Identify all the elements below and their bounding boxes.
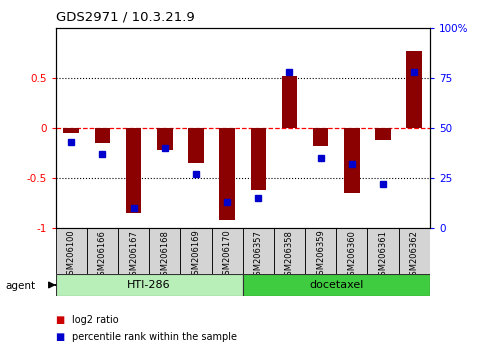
Bar <box>344 129 360 193</box>
Bar <box>242 274 430 296</box>
Text: GSM206358: GSM206358 <box>285 230 294 281</box>
Bar <box>87 228 118 274</box>
Text: GSM206170: GSM206170 <box>223 230 232 280</box>
Text: ■: ■ <box>56 332 65 342</box>
Text: agent: agent <box>6 281 36 291</box>
Text: docetaxel: docetaxel <box>309 280 364 290</box>
Bar <box>313 129 328 146</box>
Text: GSM206359: GSM206359 <box>316 230 325 280</box>
Text: GSM206167: GSM206167 <box>129 230 138 281</box>
Text: GSM206360: GSM206360 <box>347 230 356 281</box>
Bar <box>274 228 305 274</box>
Bar <box>398 228 430 274</box>
Text: GSM206168: GSM206168 <box>160 230 169 281</box>
Bar <box>63 129 79 133</box>
Text: log2 ratio: log2 ratio <box>72 315 119 325</box>
Text: GSM206166: GSM206166 <box>98 230 107 281</box>
Text: GSM206357: GSM206357 <box>254 230 263 281</box>
Bar <box>242 228 274 274</box>
Bar <box>407 51 422 129</box>
Bar <box>212 228 242 274</box>
Bar <box>336 228 368 274</box>
Bar <box>282 76 298 129</box>
Bar <box>180 228 212 274</box>
Text: GSM206100: GSM206100 <box>67 230 76 280</box>
Bar <box>149 228 180 274</box>
Text: GSM206362: GSM206362 <box>410 230 419 281</box>
Bar <box>126 129 142 213</box>
Text: GSM206169: GSM206169 <box>191 230 200 280</box>
Text: percentile rank within the sample: percentile rank within the sample <box>72 332 238 342</box>
Bar <box>375 129 391 140</box>
Bar <box>118 228 149 274</box>
Bar <box>188 129 204 163</box>
Bar <box>157 129 172 150</box>
Bar <box>368 228 398 274</box>
Bar <box>56 228 87 274</box>
Bar <box>56 274 242 296</box>
Bar <box>251 129 266 190</box>
Bar <box>95 129 110 143</box>
Text: GSM206361: GSM206361 <box>379 230 387 281</box>
Bar <box>219 129 235 220</box>
Text: GDS2971 / 10.3.21.9: GDS2971 / 10.3.21.9 <box>56 10 194 23</box>
Text: HTI-286: HTI-286 <box>128 280 171 290</box>
Bar <box>305 228 336 274</box>
Text: ■: ■ <box>56 315 65 325</box>
